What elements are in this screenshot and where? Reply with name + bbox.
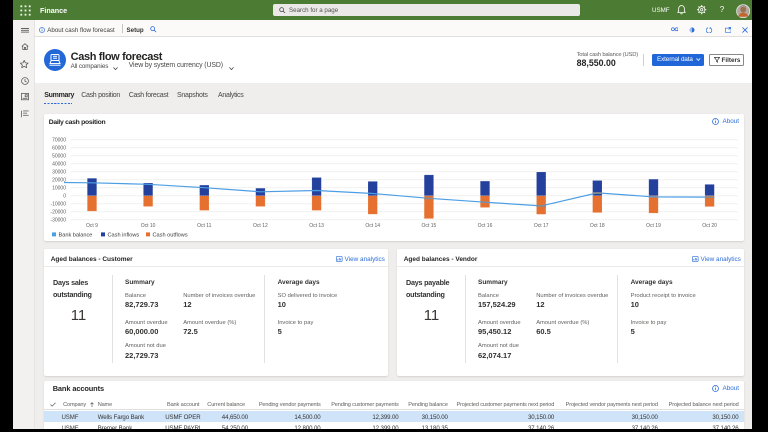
svg-text:Oct 20: Oct 20 (702, 223, 717, 229)
svg-text:70000: 70000 (52, 137, 66, 143)
svg-text:Oct 10: Oct 10 (141, 223, 156, 229)
svg-text:Oct 9: Oct 9 (86, 223, 98, 229)
svg-text:Oct 15: Oct 15 (422, 223, 437, 229)
svg-text:Oct 16: Oct 16 (478, 223, 493, 229)
svg-text:40000: 40000 (52, 161, 66, 167)
svg-text:Oct 18: Oct 18 (590, 223, 605, 229)
svg-text:30000: 30000 (52, 169, 66, 175)
svg-text:Oct 12: Oct 12 (253, 223, 268, 229)
svg-text:-20000: -20000 (50, 209, 66, 215)
svg-text:Oct 19: Oct 19 (646, 223, 661, 229)
svg-text:60000: 60000 (52, 145, 66, 151)
svg-text:50000: 50000 (52, 153, 66, 159)
svg-text:20000: 20000 (52, 177, 66, 183)
svg-text:Oct 14: Oct 14 (365, 223, 380, 229)
svg-text:Oct 13: Oct 13 (309, 223, 324, 229)
svg-text:0: 0 (63, 193, 66, 199)
svg-text:-30000: -30000 (50, 217, 66, 223)
svg-text:Cash inflows: Cash inflows (108, 232, 140, 238)
svg-text:Oct 11: Oct 11 (197, 223, 212, 229)
svg-text:-10000: -10000 (50, 201, 66, 207)
svg-text:10000: 10000 (52, 185, 66, 191)
svg-text:Oct 17: Oct 17 (534, 223, 549, 229)
svg-text:Cash outflows: Cash outflows (153, 232, 188, 238)
svg-text:Bank balance: Bank balance (59, 232, 93, 238)
